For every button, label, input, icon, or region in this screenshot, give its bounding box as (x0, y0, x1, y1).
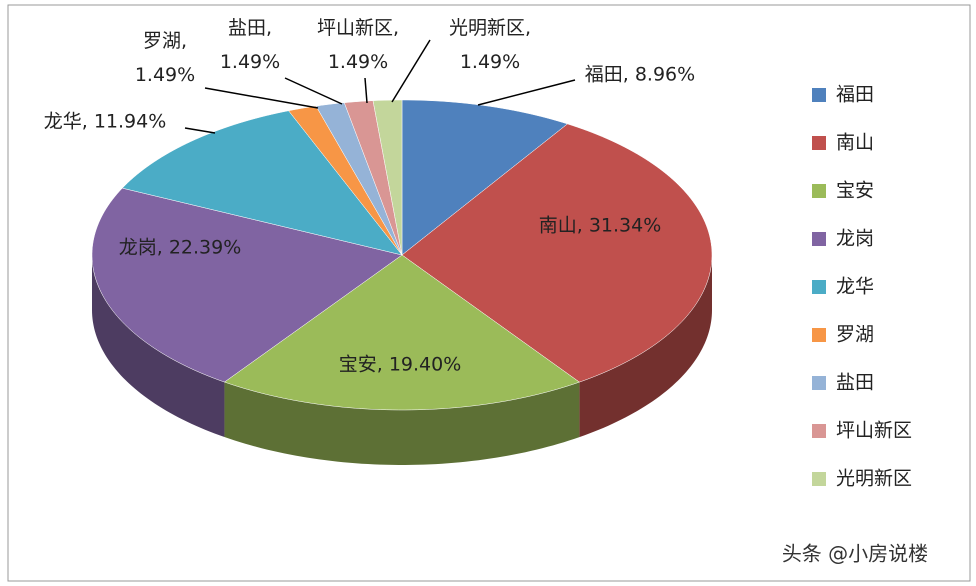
data-label: 福田, 8.96% (585, 64, 695, 86)
leader-line (204, 87, 319, 109)
data-label: 龙岗, 22.39% (119, 237, 242, 259)
pie-slice (372, 99, 403, 256)
leader-line (477, 79, 576, 106)
pie-slice (223, 254, 580, 411)
pie-slice (401, 123, 713, 383)
legend-swatch (812, 328, 826, 342)
legend-swatch (812, 136, 826, 150)
legend-swatch (812, 280, 826, 294)
leader-line (364, 77, 368, 104)
pie-slice (121, 110, 403, 256)
data-label: 光明新区, 1.49% (449, 17, 531, 73)
legend-label: 龙华 (836, 276, 874, 298)
leader-line (284, 77, 343, 105)
pie-slice (401, 99, 568, 256)
legend-swatch (812, 376, 826, 390)
legend-label: 光明新区 (836, 468, 912, 490)
leader-line (391, 39, 431, 103)
data-label: 罗湖, 1.49% (135, 30, 195, 86)
data-label: 宝安, 19.40% (339, 354, 462, 376)
legend-label: 盐田 (836, 372, 874, 394)
legend-swatch (812, 472, 826, 486)
pie-slice (288, 105, 403, 256)
legend-swatch (812, 184, 826, 198)
legend-swatch (812, 424, 826, 438)
data-label: 坪山新区, 1.49% (317, 17, 399, 73)
slice-side (579, 255, 712, 438)
data-label: 盐田, 1.49% (220, 17, 280, 73)
pie-slice (343, 100, 403, 256)
slice-side (224, 382, 580, 465)
data-label: 龙华, 11.94% (44, 111, 167, 133)
legend-label: 福田 (836, 84, 874, 106)
legend-label: 罗湖 (836, 324, 874, 346)
pie-slice (315, 102, 403, 256)
leader-line (184, 127, 216, 134)
legend-swatch (812, 232, 826, 246)
legend-label: 坪山新区 (836, 420, 912, 442)
legend-label: 宝安 (836, 180, 874, 202)
legend-swatch (812, 88, 826, 102)
data-label: 南山, 31.34% (539, 215, 662, 237)
slice-side (92, 255, 225, 438)
watermark: 头条 @小房说楼 (782, 542, 928, 566)
legend-label: 龙岗 (836, 228, 874, 250)
legend-label: 南山 (836, 132, 874, 154)
